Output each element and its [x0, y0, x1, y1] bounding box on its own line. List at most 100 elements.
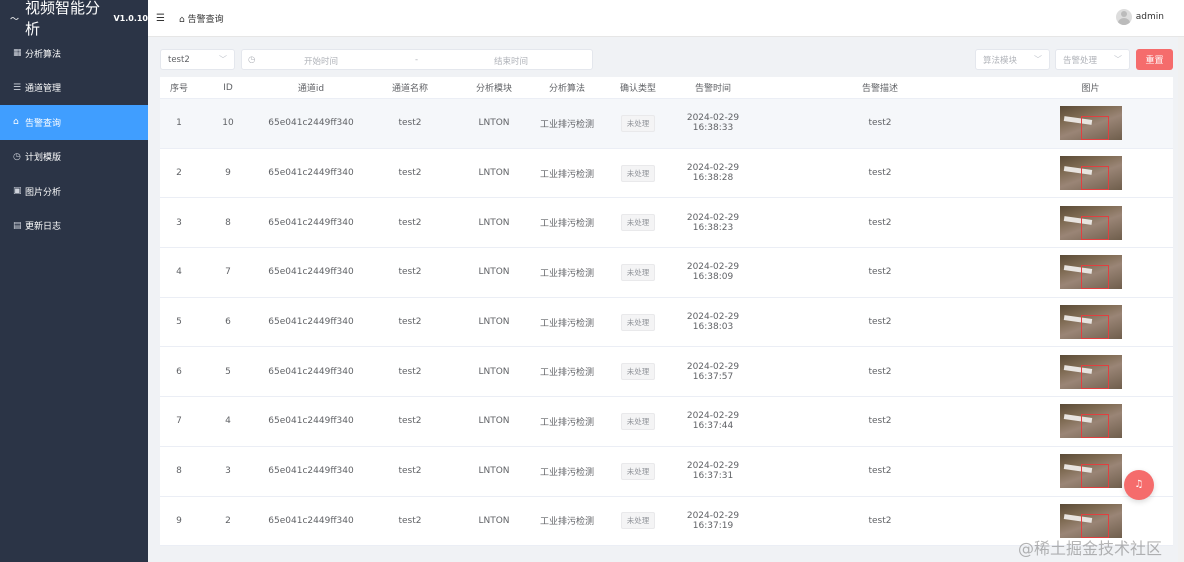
alarm-snapshot[interactable] — [1059, 205, 1122, 240]
sidebar-item-1[interactable]: ☰ 通道管理 — [0, 71, 148, 106]
alarm-snapshot[interactable] — [1059, 454, 1122, 489]
app-title: 视频智能分析 — [25, 0, 101, 38]
process-select[interactable]: 告警处理 ﹀ — [1055, 49, 1130, 70]
date-range-picker[interactable]: ◷ 开始时间 - 结束时间 — [241, 49, 593, 70]
column-header[interactable]: 分析算法 — [548, 84, 585, 94]
column-header[interactable]: 确认类型 — [619, 84, 656, 94]
cell-algorithm: 工业排污检测 — [539, 318, 594, 329]
range-separator: - — [415, 55, 419, 65]
cell-algorithm: 工业排污检测 — [539, 368, 594, 379]
table-row[interactable]: 7 4 65e041c2449ff340 test2 LNTON 工业排污检测 未处理 202… — [160, 397, 1173, 447]
cell-desc: test2 — [868, 366, 892, 377]
cell-channel_id: 65e041c2449ff340 — [268, 217, 354, 228]
table-row[interactable]: 3 8 65e041c2449ff340 test2 LNTON 工业排污检测 未处理 202… — [160, 198, 1173, 249]
cell-module: LNTON — [478, 466, 510, 477]
cell-desc: test2 — [868, 118, 892, 129]
cell-algorithm: 工业排污检测 — [539, 517, 594, 528]
end-time-input[interactable]: 结束时间 — [494, 57, 529, 67]
table-row[interactable]: 1 10 65e041c2449ff340 test2 LNTON 工业排污检测 未处理 20… — [160, 99, 1173, 149]
user-menu[interactable]: admin — [1115, 9, 1164, 25]
cell-no: 7 — [176, 416, 182, 427]
alarm-snapshot[interactable] — [1059, 255, 1122, 290]
cell-time: 2024-02-29 16:37:19 — [686, 510, 740, 531]
list-icon: ☰ — [13, 82, 22, 93]
bell-icon: ⌂ — [178, 14, 185, 25]
sidebar-item-0[interactable]: ▦ 分析算法 — [0, 36, 148, 71]
cell-channel_name: test2 — [398, 515, 422, 526]
status-badge: 未处理 — [620, 214, 656, 232]
cell-no: 5 — [176, 317, 182, 328]
cell-time: 2024-02-29 16:38:23 — [686, 212, 740, 233]
cell-module: LNTON — [478, 416, 510, 427]
column-header[interactable]: 序号 — [169, 84, 188, 94]
cell-algorithm: 工业排污检测 — [539, 169, 594, 180]
module-select[interactable]: 算法模块 ﹀ — [975, 49, 1050, 70]
cell-id: 2 — [225, 515, 231, 526]
cell-no: 2 — [176, 168, 182, 179]
table-row[interactable]: 6 5 65e041c2449ff340 test2 LNTON 工业排污检测 未处理 202… — [160, 347, 1173, 398]
channel-select[interactable]: test2 ﹀ — [160, 49, 235, 70]
status-badge: 未处理 — [620, 164, 656, 182]
table-row[interactable]: 4 7 65e041c2449ff340 test2 LNTON 工业排污检测 未处理 202… — [160, 248, 1173, 298]
cell-no: 9 — [176, 515, 182, 526]
process-placeholder: 告警处理 — [1063, 55, 1098, 66]
alarm-snapshot[interactable] — [1059, 156, 1122, 191]
sidebar: 〜 视频智能分析 V1.0.10 ▦ 分析算法 ☰ 通道管理 ⌂ 告警查询 ◷ 计划模版 ▣ 图片… — [0, 0, 148, 562]
cell-no: 3 — [176, 217, 182, 228]
alarm-snapshot[interactable] — [1059, 354, 1122, 389]
mute-alarm-button[interactable]: ♫ — [1124, 470, 1154, 500]
alarm-snapshot[interactable] — [1059, 404, 1122, 439]
bell-icon: ⌂ — [13, 117, 19, 128]
alarm-snapshot[interactable] — [1059, 305, 1122, 340]
sidebar-item-5[interactable]: ▤ 更新日志 — [0, 209, 148, 244]
sidebar-item-label: 更新日志 — [25, 222, 62, 233]
bell-off-icon: ♫ — [1134, 479, 1144, 490]
cell-channel_id: 65e041c2449ff340 — [268, 515, 354, 526]
column-header[interactable]: 通道名称 — [391, 84, 428, 94]
grid-icon: ▦ — [13, 48, 22, 59]
cell-id: 8 — [225, 217, 231, 228]
sidebar-item-2[interactable]: ⌂ 告警查询 — [0, 105, 148, 140]
sidebar-item-label: 图片分析 — [25, 187, 62, 198]
cell-time: 2024-02-29 16:38:28 — [686, 163, 740, 184]
table-row[interactable]: 8 3 65e041c2449ff340 test2 LNTON 工业排污检测 未处理 202… — [160, 447, 1173, 497]
module-placeholder: 算法模块 — [983, 55, 1018, 66]
table-row[interactable]: 9 2 65e041c2449ff340 test2 LNTON 工业排污检测 未处理 202… — [160, 497, 1173, 547]
start-time-input[interactable]: 开始时间 — [304, 57, 339, 67]
cell-module: LNTON — [478, 317, 510, 328]
cell-desc: test2 — [868, 515, 892, 526]
pulse-icon: 〜 — [10, 14, 20, 25]
sidebar-item-4[interactable]: ▣ 图片分析 — [0, 174, 148, 209]
column-header[interactable]: 告警描述 — [861, 84, 898, 94]
cell-module: LNTON — [478, 168, 510, 179]
alarm-snapshot[interactable] — [1059, 106, 1122, 141]
sidebar-item-3[interactable]: ◷ 计划模版 — [0, 140, 148, 175]
cell-channel_name: test2 — [398, 317, 422, 328]
cell-algorithm: 工业排污检测 — [539, 119, 594, 130]
breadcrumb-label: 告警查询 — [187, 14, 224, 25]
table-row[interactable]: 2 9 65e041c2449ff340 test2 LNTON 工业排污检测 未处理 202… — [160, 149, 1173, 199]
table-row[interactable]: 5 6 65e041c2449ff340 test2 LNTON 工业排污检测 未处理 202… — [160, 298, 1173, 348]
cell-desc: test2 — [868, 267, 892, 278]
cell-channel_id: 65e041c2449ff340 — [268, 317, 354, 328]
column-header[interactable]: 告警时间 — [694, 84, 731, 94]
reset-button[interactable]: 重置 — [1136, 49, 1173, 70]
cell-channel_id: 65e041c2449ff340 — [268, 466, 354, 477]
alarm-snapshot[interactable] — [1059, 503, 1122, 538]
picture-icon: ▣ — [13, 186, 22, 197]
column-header[interactable]: ID — [223, 82, 233, 93]
cell-channel_name: test2 — [398, 267, 422, 278]
column-header[interactable]: 通道id — [297, 84, 325, 94]
cell-channel_name: test2 — [398, 466, 422, 477]
cell-module: LNTON — [478, 267, 510, 278]
menu-fold-icon[interactable]: ☰ — [156, 12, 165, 24]
cell-channel_name: test2 — [398, 217, 422, 228]
cell-id: 4 — [225, 416, 231, 427]
cell-id: 6 — [225, 317, 231, 328]
scrollbar[interactable] — [1178, 37, 1184, 562]
sidebar-item-label: 告警查询 — [25, 118, 62, 129]
username: admin — [1135, 12, 1164, 22]
cell-no: 1 — [176, 118, 182, 129]
column-header[interactable]: 分析模块 — [475, 84, 512, 94]
column-header[interactable]: 图片 — [1081, 84, 1100, 94]
